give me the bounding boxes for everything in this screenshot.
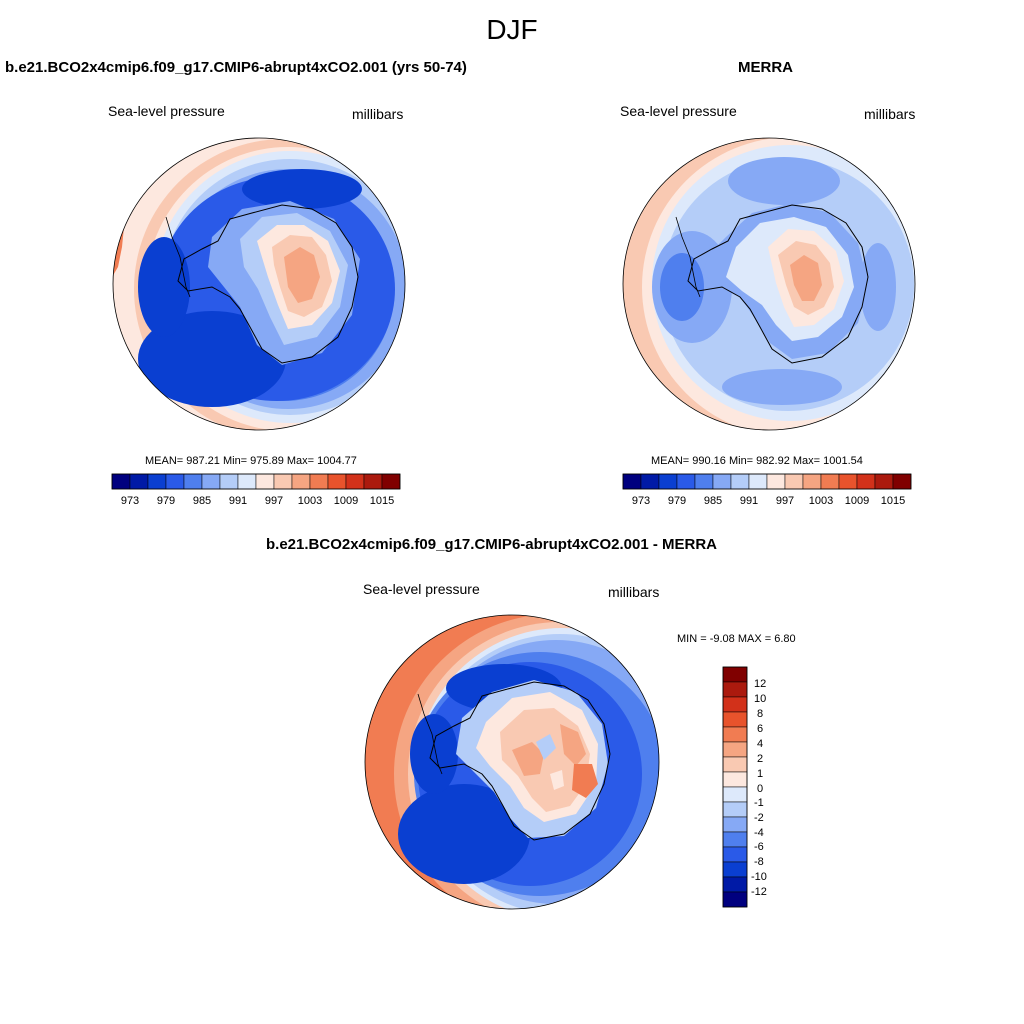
colorbar-cell xyxy=(722,786,748,803)
colorbar-cell xyxy=(722,876,748,893)
colorbar-cell xyxy=(820,473,840,490)
colorbar-cell xyxy=(273,473,293,490)
colorbar-cell xyxy=(722,756,748,773)
panel1-variable-label: Sea-level pressure xyxy=(108,103,225,119)
panel3-colorbar-tick: -4 xyxy=(754,827,764,839)
colorbar-cell xyxy=(722,816,748,833)
panel3-colorbar-tick: -2 xyxy=(754,812,764,824)
panel1-stats: MEAN= 987.21 Min= 975.89 Max= 1004.77 xyxy=(145,455,357,467)
colorbar-cell xyxy=(183,473,203,490)
panel3-colorbar-tick: 2 xyxy=(757,753,764,765)
panel3-colorbar-tick: -6 xyxy=(754,841,764,853)
colorbar-cell xyxy=(363,473,383,490)
colorbar-cell xyxy=(255,473,275,490)
colorbar-cell xyxy=(722,741,748,758)
panel3-colorbar-tick: -10 xyxy=(751,871,767,883)
panel3-colorbar-tick: -8 xyxy=(754,856,764,868)
panel3-colorbar-tick: -12 xyxy=(751,886,767,898)
panel3-title: b.e21.BCO2x4cmip6.f09_g17.CMIP6-abrupt4x… xyxy=(266,536,717,553)
panel2-title: MERRA xyxy=(738,59,793,76)
panel3-colorbar-tick: 8 xyxy=(757,708,764,720)
colorbar-cell xyxy=(658,473,678,490)
panel2-colorbar-tick: 997 xyxy=(775,495,795,507)
colorbar-cell xyxy=(722,831,748,848)
panel3-colorbar-tick: 12 xyxy=(754,678,767,690)
colorbar-cell xyxy=(722,801,748,818)
panel3-units-label: millibars xyxy=(608,584,660,600)
panel3-colorbar-tick: 1 xyxy=(757,768,764,780)
panel1-colorbar-tick: 979 xyxy=(156,495,176,507)
colorbar-cell xyxy=(345,473,365,490)
colorbar-cell xyxy=(722,771,748,788)
colorbar-cell xyxy=(237,473,257,490)
panel1-colorbar-tick: 1003 xyxy=(297,495,323,507)
colorbar-cell xyxy=(766,473,786,490)
panel1-title: b.e21.BCO2x4cmip6.f09_g17.CMIP6-abrupt4x… xyxy=(5,59,467,76)
colorbar-cell xyxy=(722,696,748,713)
panel1-polar-map xyxy=(112,137,406,431)
colorbar-cell xyxy=(201,473,221,490)
colorbar-cell xyxy=(722,726,748,743)
colorbar-cell xyxy=(722,711,748,728)
panel1-colorbar-tick: 985 xyxy=(192,495,212,507)
panel1-colorbar-tick: 973 xyxy=(120,495,140,507)
panel3-colorbar-tick: 4 xyxy=(757,738,764,750)
panel3-stats: MIN = -9.08 MAX = 6.80 xyxy=(677,633,796,645)
colorbar-cell xyxy=(291,473,311,490)
panel3-colorbar-tick: 0 xyxy=(757,783,764,795)
panel1-colorbar xyxy=(111,473,401,490)
panel3-polar-map xyxy=(364,614,660,910)
panel2-colorbar-tick: 985 xyxy=(703,495,723,507)
colorbar-cell xyxy=(129,473,149,490)
panel1-colorbar-tick: 991 xyxy=(228,495,248,507)
panel2-colorbar-tick: 973 xyxy=(631,495,651,507)
colorbar-cell xyxy=(309,473,329,490)
panel1-units-label: millibars xyxy=(352,106,404,122)
colorbar-cell xyxy=(802,473,822,490)
colorbar-cell xyxy=(892,473,912,490)
colorbar-cell xyxy=(694,473,714,490)
panel2-colorbar-tick: 1003 xyxy=(808,495,834,507)
colorbar-cell xyxy=(712,473,732,490)
colorbar-cell xyxy=(722,681,748,698)
colorbar-cell xyxy=(640,473,660,490)
panel1-colorbar-tick: 1015 xyxy=(369,495,395,507)
colorbar-cell xyxy=(730,473,750,490)
colorbar-cell xyxy=(676,473,696,490)
colorbar-cell xyxy=(722,891,748,908)
colorbar-cell xyxy=(327,473,347,490)
panel2-colorbar-tick: 1009 xyxy=(844,495,870,507)
panel2-colorbar-tick: 1015 xyxy=(880,495,906,507)
colorbar-cell xyxy=(147,473,167,490)
panel2-variable-label: Sea-level pressure xyxy=(620,103,737,119)
colorbar-cell xyxy=(722,861,748,878)
figure-title: DJF xyxy=(486,14,538,45)
colorbar-cell xyxy=(784,473,804,490)
panel3-colorbar-tick: -1 xyxy=(754,797,764,809)
panel2-colorbar xyxy=(622,473,912,490)
colorbar-cell xyxy=(748,473,768,490)
colorbar-cell xyxy=(165,473,185,490)
panel2-polar-map xyxy=(622,137,916,431)
panel2-units-label: millibars xyxy=(864,106,916,122)
panel3-colorbar-tick: 10 xyxy=(754,693,767,705)
colorbar-cell xyxy=(381,473,401,490)
panel2-stats: MEAN= 990.16 Min= 982.92 Max= 1001.54 xyxy=(651,455,863,467)
colorbar-cell xyxy=(874,473,894,490)
panel3-colorbar-tick: 6 xyxy=(757,723,764,735)
colorbar-cell xyxy=(722,846,748,863)
panel2-colorbar-tick: 991 xyxy=(739,495,759,507)
colorbar-cell xyxy=(838,473,858,490)
panel2-colorbar-tick: 979 xyxy=(667,495,687,507)
colorbar-cell xyxy=(722,666,748,683)
colorbar-cell xyxy=(111,473,131,490)
panel1-colorbar-tick: 1009 xyxy=(333,495,359,507)
panel3-colorbar xyxy=(722,666,748,908)
colorbar-cell xyxy=(622,473,642,490)
panel3-variable-label: Sea-level pressure xyxy=(363,581,480,597)
colorbar-cell xyxy=(219,473,239,490)
panel1-colorbar-tick: 997 xyxy=(264,495,284,507)
colorbar-cell xyxy=(856,473,876,490)
